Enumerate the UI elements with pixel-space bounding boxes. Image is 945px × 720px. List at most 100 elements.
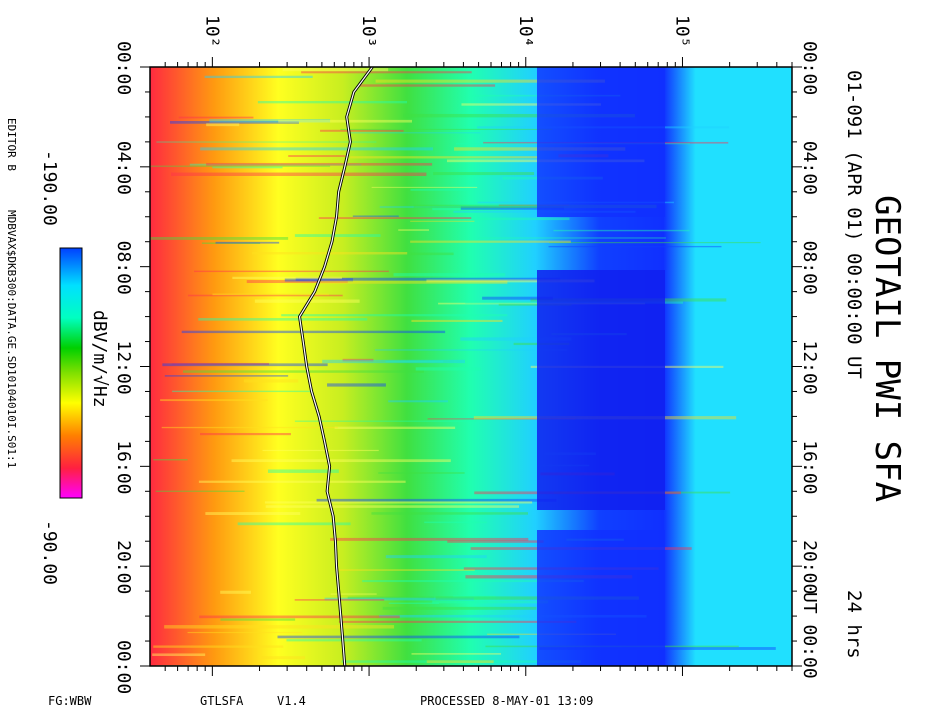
spectrogram-stripe — [339, 569, 475, 571]
spectrogram-stripe — [246, 280, 348, 284]
spectrogram-stripe — [453, 595, 496, 598]
spectrogram-stripe — [371, 186, 478, 188]
spectrogram-stripe — [398, 229, 430, 231]
spectrogram-stripe — [410, 189, 470, 191]
colorbar-unit-label: dBV/m/√Hz — [89, 310, 110, 408]
high-freq-blue-band-top — [537, 67, 665, 217]
spectrogram-stripe — [206, 162, 433, 166]
footer-program: GTLSFA — [200, 694, 244, 708]
spectrogram-stripe — [281, 314, 508, 317]
colorbar — [59, 247, 83, 499]
chart-subtitle: 01-091 (APR 01) 00:00:00 UT — [843, 70, 865, 379]
spectrogram-stripe — [385, 555, 487, 559]
spectrogram-stripe — [319, 280, 508, 284]
spectrogram-stripe — [198, 480, 406, 483]
spectrogram-stripe — [415, 367, 481, 371]
spectrogram-stripe — [382, 606, 537, 610]
spectrogram-stripe — [549, 241, 761, 244]
spectrogram-stripe — [161, 426, 338, 429]
spectrogram-stripe — [424, 521, 487, 524]
spectrogram-stripe — [426, 279, 595, 283]
spectrogram-stripe — [153, 458, 188, 461]
spectrogram-stripe — [267, 469, 339, 473]
spectrogram-stripe — [478, 237, 666, 239]
spectrogram-stripe — [282, 68, 389, 72]
spectrogram-stripe — [277, 635, 520, 639]
spectrogram-background — [150, 67, 792, 666]
spectrogram-stripe — [413, 204, 657, 209]
spectrogram-stripe — [371, 512, 528, 515]
spectrogram-stripe — [362, 580, 584, 583]
spectrogram-stripe — [199, 615, 400, 619]
spectrogram-stripe — [182, 370, 424, 373]
spectrogram-stripe — [352, 215, 399, 217]
spectrogram-stripe — [316, 498, 557, 502]
spectrogram-stripe — [322, 359, 465, 364]
freq-tick-label: 10² — [201, 15, 222, 48]
low-freq-blue-band — [537, 270, 665, 510]
spectrogram-stripe — [330, 593, 377, 595]
spectrogram-stripe — [460, 206, 565, 210]
spectrogram-stripe — [206, 123, 240, 127]
spectrogram-stripe — [403, 113, 635, 118]
time-tick-label-right: 08:00 — [799, 241, 820, 295]
high-freq-blue-band-bottom — [537, 530, 665, 666]
spectrogram-stripe — [410, 240, 571, 243]
source-file-label: MDBVAX$DKB300:DATA.GE.SD10104010I.S01:1 — [5, 210, 18, 468]
spectrogram-stripe — [297, 277, 347, 281]
spectrogram-stripe — [171, 172, 427, 176]
spectrogram-stripe — [198, 318, 368, 321]
spectrogram-stripe — [553, 229, 690, 232]
freq-tick-label: 10⁴ — [515, 15, 536, 48]
spectrogram-stripe — [482, 296, 553, 300]
spectrogram-stripe — [427, 418, 576, 420]
footer-processed: PROCESSED 8-MAY-01 13:09 — [420, 694, 594, 708]
spectrogram-stripe — [220, 590, 251, 594]
time-tick-label: 16:00 — [113, 440, 134, 494]
spectrogram-stripe — [212, 293, 329, 296]
spectrogram-stripe — [278, 119, 413, 123]
spectrogram-stripe — [378, 472, 465, 474]
freq-tick-label: 10³ — [358, 15, 379, 48]
spectrogram-stripe — [261, 656, 306, 660]
spectrogram-stripe — [155, 490, 245, 492]
spectrogram-stripe — [231, 459, 451, 463]
editor-label: EDITOR B — [5, 118, 18, 171]
spectrogram-stripe — [478, 217, 570, 221]
spectrogram-stripe — [200, 147, 433, 151]
spectrogram-stripe — [388, 602, 440, 604]
spectrogram-stripe — [374, 349, 568, 351]
spectrogram-stripe — [172, 390, 314, 393]
overlay-line — [298, 67, 373, 666]
spectrogram-stripe — [237, 522, 351, 526]
spectrogram-stripe — [187, 631, 303, 634]
spectrogram-stripe — [286, 639, 422, 642]
freq-tick-label: 10⁵ — [671, 15, 692, 48]
spectrogram-stripe — [460, 337, 572, 341]
spectrogram-stripe — [171, 362, 269, 366]
spectrogram-stripe — [411, 653, 502, 655]
spectrogram-stripe — [498, 204, 570, 206]
spectrogram-stripe — [410, 220, 475, 222]
spectrogram-stripe — [257, 101, 408, 104]
spectrogram-stripe — [156, 141, 377, 143]
time-tick-label: 00:00 — [113, 640, 134, 694]
spectrogram-stripe — [426, 660, 494, 663]
spectrogram-stripe — [498, 303, 572, 306]
spectrogram-stripe — [265, 505, 519, 508]
spectrogram-stripe — [170, 121, 299, 124]
spectrogram-stripe — [341, 660, 581, 663]
spectrogram-stripe — [411, 319, 503, 322]
spectrogram-stripe — [294, 234, 381, 237]
spectrogram-stripe — [262, 449, 379, 452]
spectrogram-stripe — [152, 653, 206, 657]
spectrogram-stripe — [164, 375, 289, 377]
time-tick-label-right: 04:00 — [799, 141, 820, 195]
spectrogram-stripe — [342, 358, 374, 362]
spectrogram-stripe — [160, 399, 268, 402]
spectrogram-stripe — [232, 276, 342, 280]
time-tick-label: 12:00 — [113, 341, 134, 395]
spectrogram-stripe — [347, 596, 435, 600]
time-tick-label: 04:00 — [113, 141, 134, 195]
